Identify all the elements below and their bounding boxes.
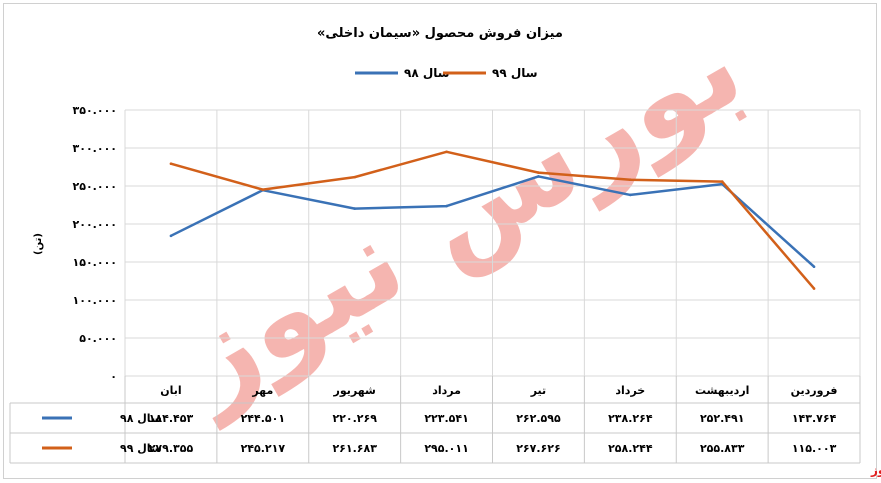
data-label: ۲۲۰.۲۶۹ — [332, 412, 377, 425]
data-point — [629, 178, 632, 182]
data-label: ۲۷۹.۳۵۵ — [149, 442, 194, 455]
y-axis-label: (تن) — [33, 233, 44, 255]
legend: سال ۹۸ سال ۹۹ — [355, 66, 538, 80]
data-label: ۲۶۷.۶۲۶ — [516, 442, 560, 455]
data-label: ۲۹۵.۰۱۱ — [424, 442, 468, 455]
y-tick-label: ۲۵۰.۰۰۰ — [73, 180, 117, 193]
data-label: ۱۴۳.۷۶۴ — [792, 412, 837, 425]
x-tick-label: شهریور — [333, 384, 376, 397]
y-tick-label: ۰ — [110, 370, 117, 383]
x-tick-label: مرداد — [432, 384, 461, 397]
watermark-text: بورس نیوز — [150, 0, 765, 431]
data-point — [537, 175, 540, 178]
x-tick-label: تیر — [530, 384, 546, 397]
y-axis-ticks: ۳۵۰.۰۰۰ ۳۰۰.۰۰۰ ۲۵۰.۰۰۰ ۲۰۰.۰۰۰ ۱۵۰.۰۰۰ ۱۰۰.۰… — [73, 104, 117, 383]
chart-title: میزان فروش محصول «سیمان داخلی» — [317, 26, 563, 41]
data-label: ۲۳۸.۲۶۴ — [608, 412, 653, 425]
legend-label-series-99: سال ۹۹ — [492, 66, 538, 80]
data-point — [169, 234, 173, 238]
y-tick-label: ۳۰۰.۰۰۰ — [73, 142, 117, 155]
data-point — [445, 204, 448, 208]
table-series-name: سال ۹۸ — [120, 412, 162, 425]
x-tick-label: اردیبهشت — [695, 384, 749, 397]
y-tick-label: ۱۵۰.۰۰۰ — [73, 256, 117, 269]
data-point — [537, 171, 540, 174]
series-lines — [169, 150, 816, 290]
legend-label-series-98: سال ۹۸ — [404, 66, 450, 80]
data-point — [720, 180, 724, 183]
x-tick-label: خرداد — [615, 384, 645, 397]
data-point — [353, 175, 356, 179]
data-label: ۲۴۵.۲۱۷ — [241, 442, 286, 455]
data-label: ۲۵۵.۸۳۳ — [700, 442, 745, 455]
data-point — [261, 188, 265, 191]
data-label: ۱۸۴.۴۵۳ — [149, 412, 194, 425]
data-label: ۲۵۲.۴۹۱ — [700, 412, 744, 425]
data-label: ۲۶۱.۶۸۳ — [332, 442, 377, 455]
data-label: ۱۱۵.۰۰۳ — [792, 442, 837, 455]
y-tick-label: ۱۰۰.۰۰۰ — [73, 294, 117, 307]
series-line-98 — [170, 175, 815, 268]
y-tick-label: ۵۰.۰۰۰ — [79, 332, 117, 345]
data-point — [629, 193, 632, 197]
watermark: بورس نیوز — [150, 0, 765, 431]
data-label: ۲۶۲.۵۹۵ — [516, 412, 561, 425]
data-table: فروردین اردیبهشت خرداد تیر مرداد شهریور مهر ابا… — [9, 376, 861, 464]
data-point — [812, 287, 816, 290]
table-series-name: سال ۹۹ — [120, 442, 162, 455]
data-label: ۲۵۸.۲۴۴ — [608, 442, 653, 455]
data-point — [445, 150, 448, 154]
data-point — [353, 207, 356, 210]
series-line-99 — [170, 150, 816, 290]
x-tick-label: ابان — [160, 384, 181, 397]
brand-label: بورس نیوز — [870, 463, 881, 478]
y-tick-label: ۲۰۰.۰۰۰ — [73, 218, 117, 231]
x-tick-label: مهر — [251, 384, 273, 397]
data-label: ۲۲۳.۵۴۱ — [424, 412, 468, 425]
data-label: ۲۴۴.۵۰۱ — [241, 412, 285, 425]
y-tick-label: ۳۵۰.۰۰۰ — [73, 104, 117, 117]
chart-frame — [3, 3, 877, 479]
x-tick-label: فروردین — [791, 384, 838, 397]
data-point — [812, 265, 816, 269]
data-point — [169, 162, 173, 165]
